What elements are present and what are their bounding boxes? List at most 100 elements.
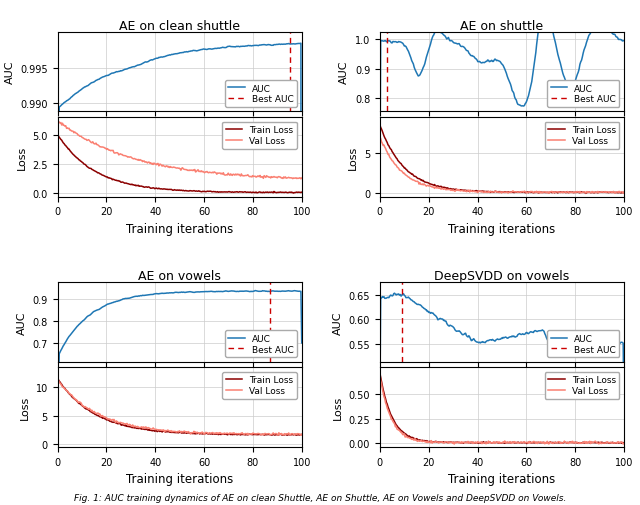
Val Loss (597, 441, 605, 447)
AUC (620, 432, 628, 438)
Val Loss (275, 430, 283, 436)
AUC (598, 22, 606, 28)
X-axis label: Training iterations: Training iterations (448, 472, 556, 485)
Train Loss (376, 370, 384, 376)
Train Loss (199, 431, 207, 437)
Val Loss (198, 170, 206, 176)
Val Loss (525, 190, 533, 196)
Train Loss (520, 440, 528, 446)
Train Loss (290, 190, 298, 196)
AUC (522, 102, 529, 108)
Val Loss (54, 119, 62, 125)
Line: Val Loss: Val Loss (58, 380, 301, 435)
Y-axis label: AUC: AUC (333, 311, 343, 334)
Train Loss (377, 125, 385, 131)
AUC (526, 329, 534, 335)
Title: AE on clean shuttle: AE on clean shuttle (119, 20, 240, 33)
Val Loss (520, 439, 528, 445)
Train Loss (582, 440, 590, 446)
Train Loss (298, 432, 305, 438)
AUC (203, 289, 211, 295)
Legend: Train Loss, Val Loss: Train Loss, Val Loss (545, 372, 620, 399)
Val Loss (297, 432, 305, 438)
Y-axis label: Loss: Loss (348, 145, 358, 170)
Val Loss (377, 136, 385, 142)
Train Loss (582, 190, 590, 196)
AUC (199, 47, 207, 53)
AUC (275, 42, 283, 48)
Val Loss (522, 440, 529, 446)
Val Loss (377, 378, 385, 384)
Train Loss (620, 440, 628, 446)
Val Loss (54, 378, 62, 384)
Train Loss (522, 190, 529, 196)
AUC (203, 47, 211, 54)
Val Loss (620, 441, 627, 447)
Legend: AUC, Best AUC: AUC, Best AUC (225, 81, 297, 108)
Y-axis label: AUC: AUC (17, 311, 27, 334)
Line: Val Loss: Val Loss (380, 137, 624, 194)
Line: Train Loss: Train Loss (380, 126, 624, 194)
AUC (377, 39, 385, 45)
AUC (198, 289, 206, 295)
Train Loss (203, 430, 211, 436)
Line: Train Loss: Train Loss (58, 379, 301, 435)
Title: AE on vowels: AE on vowels (138, 270, 221, 283)
Line: Val Loss: Val Loss (58, 120, 301, 179)
Train Loss (598, 439, 606, 445)
Line: Train Loss: Train Loss (380, 373, 624, 444)
AUC (376, 185, 384, 191)
X-axis label: Training iterations: Training iterations (126, 222, 234, 235)
Train Loss (520, 189, 528, 195)
Train Loss (54, 377, 62, 383)
Val Loss (260, 176, 268, 182)
Train Loss (203, 189, 211, 195)
AUC (390, 290, 398, 296)
Val Loss (297, 176, 305, 182)
AUC (298, 340, 305, 346)
Train Loss (526, 439, 534, 445)
Legend: AUC, Best AUC: AUC, Best AUC (547, 81, 620, 108)
AUC (620, 39, 628, 45)
Line: AUC: AUC (380, 0, 624, 188)
AUC (198, 47, 206, 54)
Val Loss (298, 431, 305, 437)
Y-axis label: AUC: AUC (339, 61, 349, 84)
AUC (522, 331, 529, 337)
AUC (598, 341, 606, 347)
Val Loss (198, 429, 206, 435)
Val Loss (582, 189, 590, 195)
Legend: Train Loss, Val Loss: Train Loss, Val Loss (223, 372, 297, 399)
Y-axis label: Loss: Loss (17, 145, 27, 170)
Val Loss (582, 440, 589, 446)
AUC (525, 90, 533, 96)
AUC (260, 42, 268, 48)
AUC (276, 289, 284, 295)
AUC (522, 330, 530, 336)
AUC (297, 41, 305, 47)
Train Loss (298, 190, 305, 196)
Train Loss (377, 375, 385, 381)
Y-axis label: Loss: Loss (20, 395, 30, 419)
Train Loss (275, 190, 283, 196)
Val Loss (620, 189, 628, 195)
Val Loss (620, 440, 628, 446)
AUC (582, 40, 590, 46)
Val Loss (203, 169, 211, 175)
Val Loss (376, 372, 384, 378)
Train Loss (260, 190, 268, 196)
Train Loss (522, 440, 529, 446)
Train Loss (620, 190, 628, 196)
AUC (199, 289, 207, 295)
AUC (260, 288, 268, 294)
X-axis label: Training iterations: Training iterations (126, 472, 234, 485)
Val Loss (275, 174, 283, 180)
Line: AUC: AUC (380, 293, 624, 435)
Val Loss (522, 189, 529, 195)
Line: Val Loss: Val Loss (380, 375, 624, 444)
Y-axis label: Loss: Loss (333, 395, 343, 419)
Val Loss (598, 189, 606, 195)
AUC (252, 288, 259, 294)
Y-axis label: AUC: AUC (4, 61, 15, 84)
X-axis label: Training iterations: Training iterations (448, 222, 556, 235)
